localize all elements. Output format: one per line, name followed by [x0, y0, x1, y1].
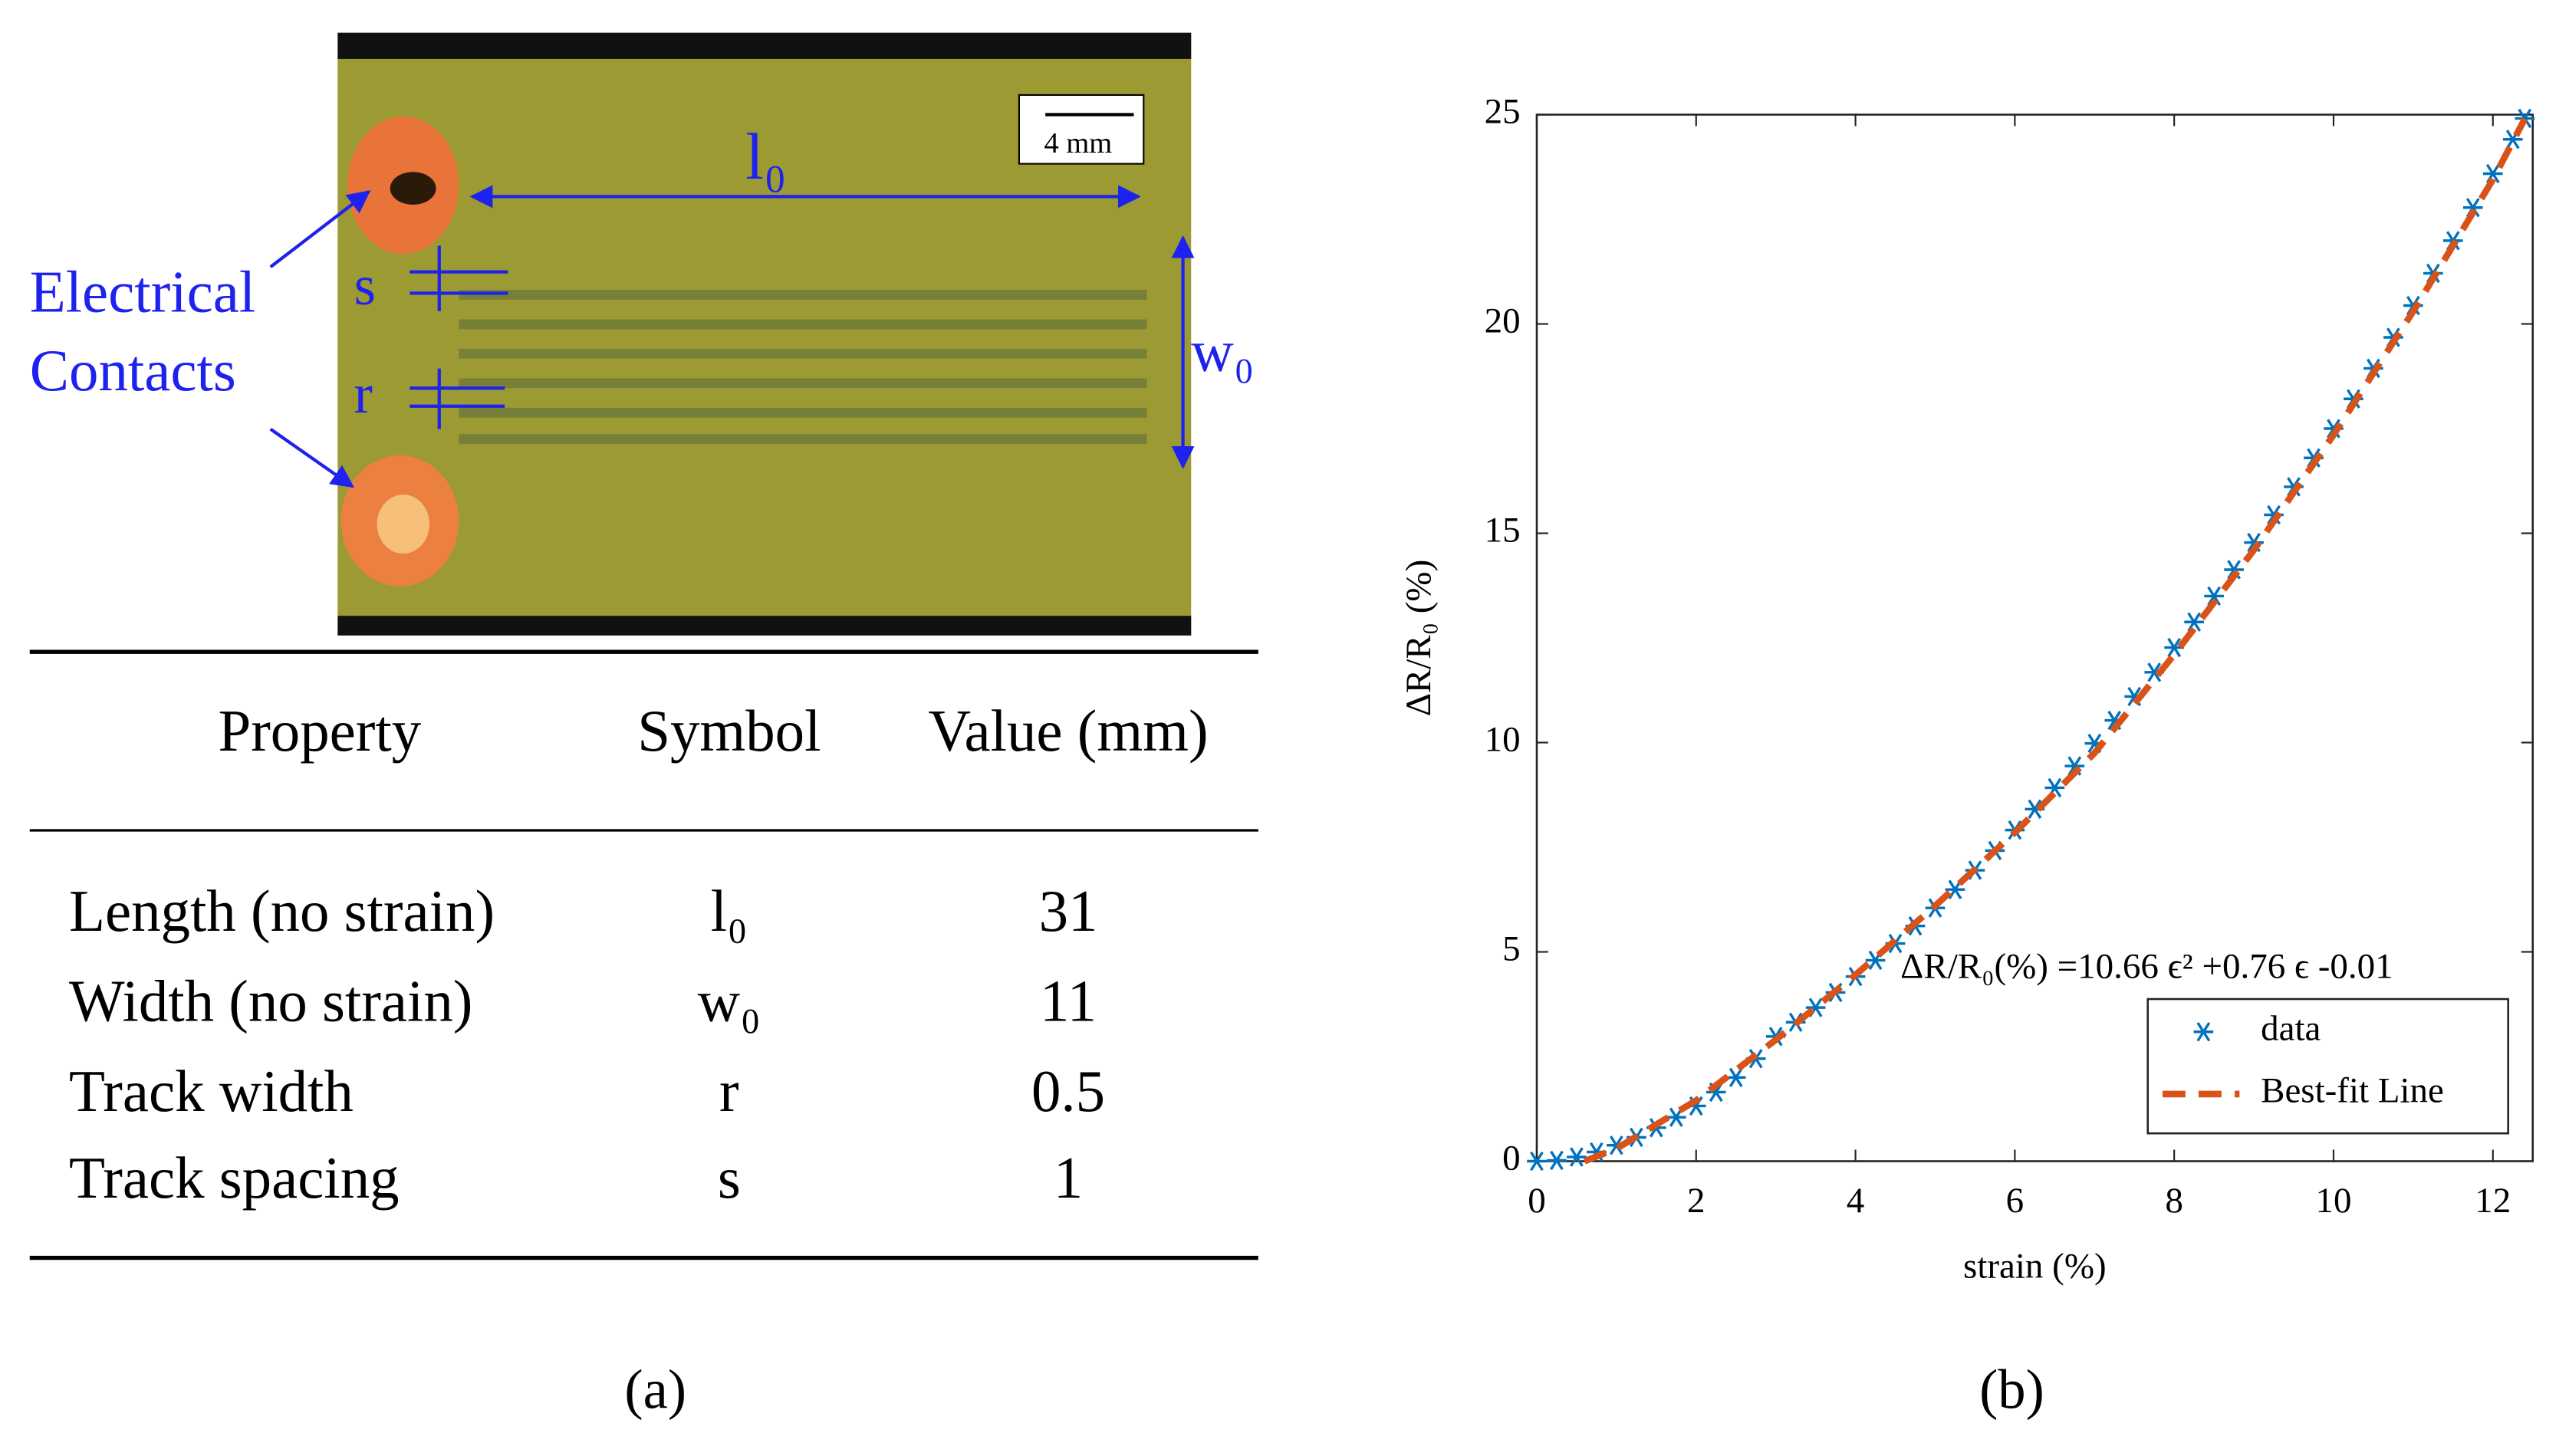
table-cell: Track width	[69, 1058, 354, 1124]
arrow	[269, 190, 371, 268]
arrow	[269, 427, 355, 488]
track-marker	[410, 368, 505, 429]
table-header: Symbol	[637, 698, 821, 764]
data-point	[1527, 1151, 1547, 1172]
table-cell: 11	[1040, 968, 1097, 1034]
fit-equation: ΔR/R₀(%) =10.66 ϵ² +0.76 ϵ -0.01	[1900, 946, 2393, 986]
plot-frame	[1535, 113, 2534, 1162]
data-point	[1666, 1107, 1686, 1127]
photo	[337, 32, 1192, 636]
table-cell: 0.5	[1031, 1058, 1105, 1124]
chart: 0 2 4 6 8 10 12 0 5 10 15 20 25 strain (%) ΔR/R₀ (%) ΔR…	[1399, 91, 2535, 1286]
data-point	[2184, 612, 2204, 632]
table-cell: r	[719, 1058, 739, 1124]
x-tick-label: 12	[2475, 1181, 2511, 1221]
table-cell: w₀	[698, 968, 761, 1034]
x-tick-label: 0	[1528, 1181, 1546, 1221]
x-axis-label: strain (%)	[1963, 1246, 2107, 1286]
data-point	[1725, 1067, 1746, 1087]
legend-label: Best-fit Line	[2261, 1071, 2444, 1111]
table-header: Value (mm)	[929, 698, 1209, 764]
x-tick-label: 4	[1847, 1181, 1865, 1221]
spacing-marker	[410, 245, 508, 311]
y-tick-label: 25	[1485, 91, 1521, 131]
y-tick-label: 5	[1502, 928, 1521, 968]
table-cell: Width (no strain)	[69, 968, 472, 1034]
track-label: r	[354, 363, 373, 425]
table-cell: Track spacing	[69, 1145, 400, 1211]
table-cell: l₀	[711, 878, 748, 944]
y-tick-label: 0	[1502, 1138, 1521, 1178]
x-tick-label: 6	[2006, 1181, 2025, 1221]
legend-box	[2146, 998, 2509, 1135]
data-point	[1567, 1147, 1587, 1167]
caption: (a)	[624, 1359, 686, 1421]
x-tick-label: 8	[2165, 1181, 2183, 1221]
spacing-label: s	[354, 255, 376, 317]
contacts-label: Electrical	[30, 258, 255, 324]
y-axis-label: ΔR/R₀ (%)	[1399, 560, 1439, 717]
data-point	[1547, 1150, 1567, 1171]
table: Property Symbol Value (mm) Length (no strai…	[69, 698, 1209, 1211]
table-header: Property	[218, 698, 421, 764]
contacts-label: Contacts	[30, 337, 236, 403]
table-cell: s	[718, 1145, 741, 1211]
table-cell: 1	[1054, 1145, 1083, 1211]
table-cell: Length (no strain)	[69, 878, 495, 944]
data-point	[2164, 637, 2184, 658]
x-tick-label: 2	[1687, 1181, 1706, 1221]
caption: (b)	[1979, 1359, 2044, 1421]
length-label: l₀	[745, 121, 787, 193]
y-tick-label: 15	[1485, 510, 1521, 550]
legend-swatch	[2193, 1022, 2214, 1042]
x-tick-label: 10	[2315, 1181, 2351, 1221]
data-point	[1945, 879, 1965, 899]
y-tick-label: 20	[1485, 301, 1521, 340]
legend-label: data	[2261, 1009, 2321, 1049]
table-cell: 31	[1039, 878, 1098, 944]
y-tick-label: 10	[1485, 719, 1521, 759]
width-label: w₀	[1191, 317, 1254, 383]
scale-label: 4 mm	[1044, 127, 1113, 159]
